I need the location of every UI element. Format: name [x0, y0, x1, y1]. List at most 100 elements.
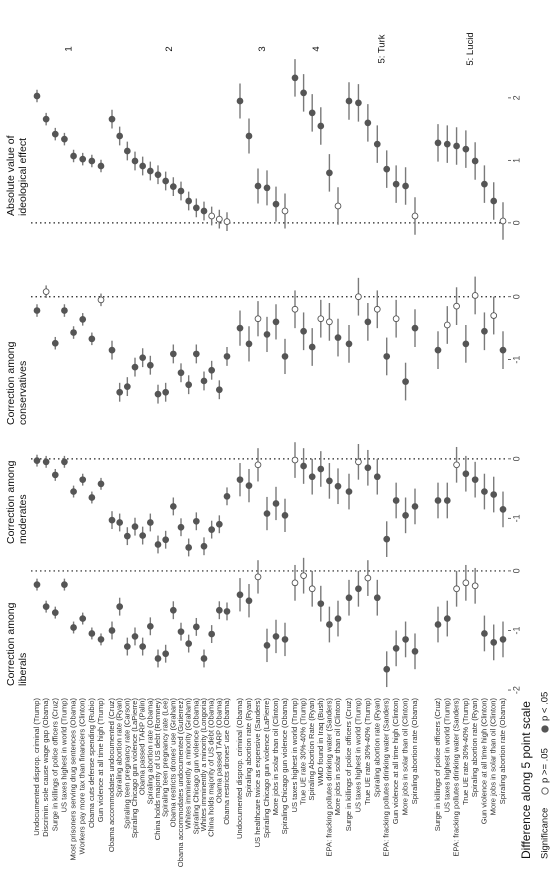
point	[263, 184, 271, 192]
category-label: True UE rate 30%-40% (Trump)	[461, 698, 470, 806]
category-label: Discrimin. sole cause wage gap (Obama)	[41, 698, 50, 837]
point	[383, 165, 391, 173]
category-label: True UE rate 30%-40% (Trump)	[299, 698, 308, 806]
point	[185, 197, 193, 205]
facet-title-line: ideological effect	[17, 138, 29, 216]
point	[481, 327, 488, 335]
point	[272, 633, 280, 640]
point	[215, 606, 223, 614]
category-label: China holds majority of US debt (Romney)	[153, 698, 162, 841]
x-tick-label: 2	[511, 95, 521, 100]
category-label: Surge in killings of police officers (Cr…	[344, 698, 353, 832]
point	[263, 331, 271, 338]
category-label: More jobs in solar than oil (Clinton)	[333, 698, 342, 816]
point	[392, 315, 400, 323]
point	[499, 346, 507, 354]
point	[443, 140, 451, 148]
category-label: WMD found in Iraq (Bush)	[316, 698, 325, 786]
point	[208, 212, 216, 220]
point	[300, 462, 307, 470]
point	[200, 542, 208, 550]
category-label: Spiraling abortion rate (Obama)	[145, 698, 154, 805]
point	[33, 92, 41, 100]
point	[499, 217, 507, 225]
point	[61, 581, 68, 588]
category-label: US taxes highest in world (Trump)	[442, 698, 451, 813]
category-label: China holds majority of US debt (Obama)	[207, 698, 216, 837]
point	[355, 585, 362, 593]
point	[177, 369, 185, 377]
category-label: Workers pay more tax than financiers (Cl…	[78, 698, 87, 855]
category-label: Spiraling Chicago gun violence (LaPierre…	[262, 698, 271, 839]
point	[383, 535, 391, 543]
point	[42, 458, 50, 466]
point	[364, 119, 372, 127]
point	[146, 622, 154, 630]
point	[434, 346, 442, 354]
point	[208, 366, 216, 374]
category-label: Surge in killings of police officers (Cr…	[50, 698, 59, 832]
point	[443, 321, 451, 329]
point	[146, 167, 154, 175]
point	[236, 591, 244, 599]
facet-title: Absolute value ofideological effect	[5, 135, 29, 216]
point	[131, 633, 139, 640]
point	[308, 473, 316, 481]
x-tick-label: 0	[511, 456, 521, 461]
point	[364, 318, 372, 326]
point	[326, 621, 333, 628]
point	[300, 89, 307, 97]
point	[443, 615, 451, 622]
point	[281, 353, 289, 360]
point	[116, 388, 124, 396]
point	[254, 461, 262, 469]
point	[162, 650, 170, 658]
strip-label: 3	[257, 46, 268, 51]
point	[272, 318, 280, 326]
category-label: Spiraling Abortion Rate (Ryan)	[307, 698, 316, 801]
category-label: Spiraling abortion rate (Ryan)	[470, 698, 479, 798]
x-tick-label: 0	[511, 294, 521, 299]
point	[317, 315, 325, 323]
legend-label: p >= .05	[540, 748, 551, 783]
point	[154, 655, 162, 662]
point	[185, 544, 193, 551]
point	[281, 512, 289, 519]
category-label: Spiraling Chicago gun violence (LaPierre…	[130, 698, 139, 839]
point	[434, 621, 442, 628]
point	[490, 197, 498, 205]
point	[192, 517, 200, 525]
point	[245, 597, 253, 605]
category-label: Obama accommodates undocumented (Cruz)	[107, 698, 116, 853]
facet-title-line: Correction among	[5, 460, 17, 544]
point	[373, 140, 381, 148]
category-label: Obama accommodates undocumented (Gutierr…	[176, 698, 185, 868]
category-label: EPA: fracking pollutes drinking water (S…	[324, 698, 333, 857]
point	[254, 315, 262, 323]
point	[471, 582, 479, 590]
point	[116, 603, 124, 611]
point	[116, 519, 124, 526]
point	[453, 302, 460, 310]
point	[245, 482, 253, 489]
point	[185, 640, 193, 647]
point	[131, 363, 139, 371]
point	[146, 361, 154, 369]
point	[236, 97, 244, 105]
point	[169, 503, 177, 510]
point	[434, 139, 442, 147]
point	[97, 162, 105, 170]
point	[223, 608, 231, 615]
point	[223, 492, 231, 500]
point	[453, 142, 460, 150]
point	[317, 600, 325, 608]
point	[453, 585, 460, 593]
category-label: US taxes highest in world (Trump)	[353, 698, 362, 813]
x-tick-label: -1	[511, 626, 521, 634]
point	[97, 636, 105, 643]
point	[434, 497, 442, 504]
point	[345, 97, 353, 105]
x-tick-label: -1	[511, 514, 521, 522]
category-label: Whites imminently a minority (Graham)	[184, 698, 193, 830]
point	[192, 350, 200, 358]
